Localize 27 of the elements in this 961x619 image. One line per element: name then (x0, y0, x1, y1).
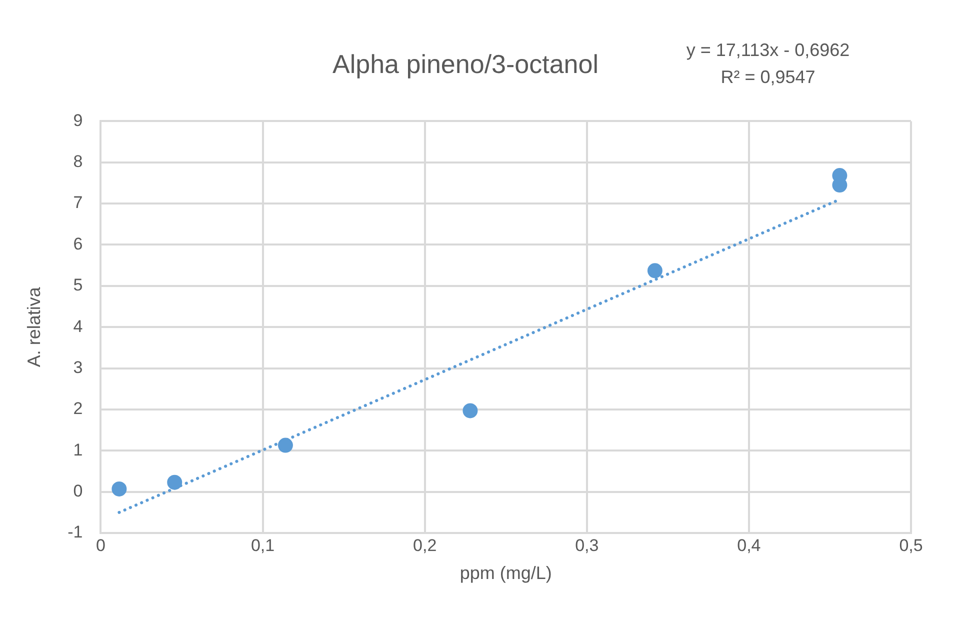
y-tick-label: 9 (73, 110, 83, 130)
y-tick-label: 8 (73, 152, 83, 172)
x-axis-title: ppm (mg/L) (460, 563, 552, 584)
point (167, 474, 182, 490)
y-tick-label: 5 (73, 276, 83, 295)
point (278, 438, 293, 453)
point (647, 263, 662, 278)
x-tick-label: 0,3 (575, 536, 599, 555)
y-tick-label: 7 (73, 193, 83, 212)
text: R² = 0,9547 (720, 67, 816, 87)
y-tick-label: 4 (73, 316, 83, 336)
x-tick-label: 0,2 (413, 536, 437, 555)
y-tick-label: 1 (73, 440, 83, 460)
point (462, 403, 478, 418)
x-tick-label: 0,4 (737, 536, 761, 555)
y-axis-title: A. relativa (24, 286, 44, 368)
x-tick-label: 0,5 (899, 536, 923, 555)
y-tick-label: 6 (73, 234, 83, 254)
y-tick-label: 2 (73, 399, 83, 418)
x-tick-label: 0,1 (250, 536, 275, 555)
point (112, 481, 127, 496)
y-tick-label: 3 (73, 358, 83, 377)
x-tick-label: 0 (96, 536, 106, 555)
y-tick-label: -1 (68, 522, 83, 542)
chart-title: Alpha pineno/3-octanol (332, 48, 598, 79)
text: y = 17,113x - 0,6962 (686, 40, 850, 60)
y-tick-label: 0 (73, 482, 83, 501)
